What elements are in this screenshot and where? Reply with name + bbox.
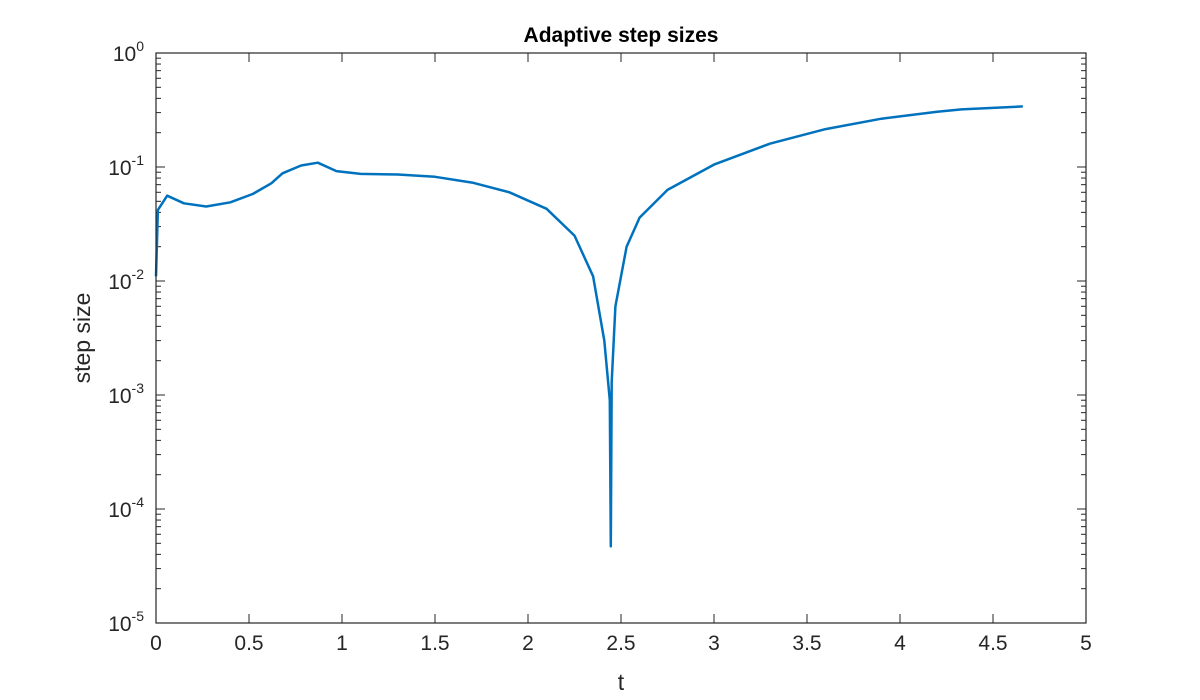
y-tick-label: 10-3 xyxy=(108,380,144,408)
y-tick-label: 10-5 xyxy=(108,608,144,636)
y-tick-label: 10-4 xyxy=(108,494,144,522)
plot-area xyxy=(156,53,1086,623)
x-tick-label: 1.5 xyxy=(420,632,449,655)
y-tick-label: 100 xyxy=(113,38,144,66)
x-tick-label: 4.5 xyxy=(978,632,1007,655)
x-tick-label: 1 xyxy=(336,632,348,655)
y-tick-label: 10-1 xyxy=(108,152,144,180)
y-axis-label: step size xyxy=(69,293,95,384)
x-axis-label: t xyxy=(618,669,625,695)
tick-labels: 0 0.5 1 1.5 2 2.5 3 3.5 4 4.5 5 10-5 10-4 10-3 10-2 10-… xyxy=(108,38,1092,655)
x-tick-label: 0 xyxy=(150,632,162,655)
x-tick-label: 5 xyxy=(1080,632,1092,655)
chart-title: Adaptive step sizes xyxy=(524,24,719,47)
x-tick-label: 2 xyxy=(522,632,534,655)
step-size-line xyxy=(154,105,1023,548)
x-tick-label: 4 xyxy=(894,632,906,655)
y-tick-label: 10-2 xyxy=(108,266,144,294)
x-tick-label: 2.5 xyxy=(606,632,635,655)
x-tick-label: 3 xyxy=(708,632,720,655)
axes-frame xyxy=(155,52,1087,624)
x-tick-label: 0.5 xyxy=(234,632,263,655)
x-tick-label: 3.5 xyxy=(792,632,821,655)
